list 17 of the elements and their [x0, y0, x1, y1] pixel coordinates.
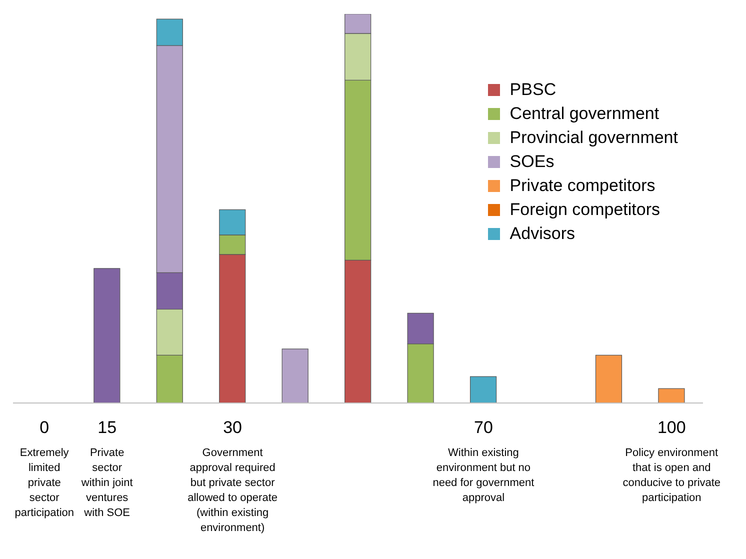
x-tick-label: 15 Private sector within joint ventures with SOE	[80, 418, 133, 519]
legend-label: Foreign competitors	[510, 200, 660, 220]
x-tick-label: 0 Extremely limited private sector participation	[14, 418, 74, 519]
legend-label: Private competitors	[510, 176, 656, 196]
bar	[595, 354, 622, 403]
x-tick-label: 100 Policy environment that is open and conducive to private participation	[622, 418, 721, 504]
x-tick-label: 30 Government approval required but private sector allowed to operate (within existing environment)	[188, 418, 278, 534]
legend-label: SOEs	[510, 152, 554, 172]
bar	[282, 348, 308, 403]
legend-label: Advisors	[510, 224, 575, 244]
bar	[658, 388, 685, 403]
legend-label: Central government	[510, 104, 660, 124]
bar	[470, 376, 497, 403]
x-tick-label: 70 Within existing environment but no need for government approval	[432, 418, 534, 504]
legend-label: PBSC	[510, 80, 556, 100]
legend-label: Provincial government	[510, 128, 678, 148]
bar	[94, 268, 120, 403]
